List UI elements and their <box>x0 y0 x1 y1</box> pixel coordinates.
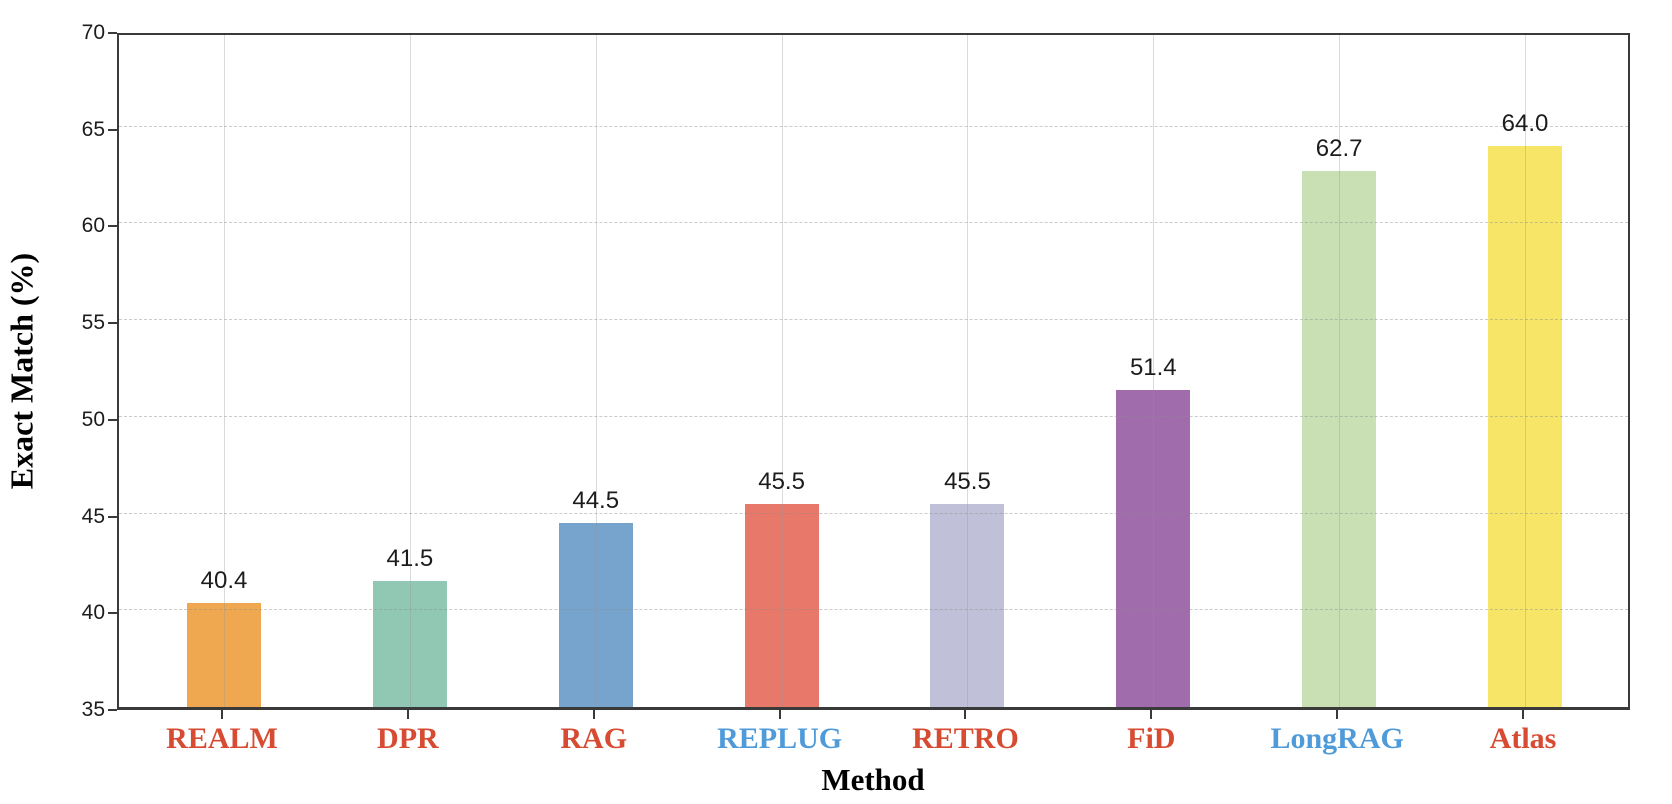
x-category-label-REALM: REALM <box>166 722 278 755</box>
gridline-horizontal <box>119 512 1628 514</box>
bar-FiD <box>1116 389 1191 707</box>
bar-value-label: 44.5 <box>572 487 620 515</box>
x-tick-mark <box>221 710 223 719</box>
y-tick-mark <box>108 225 117 228</box>
gridline-horizontal <box>119 125 1628 127</box>
y-axis-title: Exact Match (%) <box>3 252 40 490</box>
gridline-vertical <box>409 35 411 707</box>
bar-value-label: 41.5 <box>386 545 434 573</box>
y-tick-label: 60 <box>81 214 105 238</box>
y-tick-mark <box>108 418 117 421</box>
bar-Atlas <box>1488 146 1563 707</box>
y-tick-mark <box>108 32 117 34</box>
y-tick-label: 65 <box>81 117 105 141</box>
x-category-label-DPR: DPR <box>377 722 439 755</box>
y-tick-label: 70 <box>81 21 105 44</box>
x-category-label-Atlas: Atlas <box>1489 722 1557 755</box>
gridline-horizontal <box>119 415 1628 417</box>
gridline-vertical <box>781 35 783 707</box>
gridline-vertical <box>224 35 225 707</box>
gridline-horizontal <box>119 319 1628 321</box>
x-tick-mark <box>964 710 967 719</box>
bar-value-label: 51.4 <box>1129 353 1177 381</box>
bar-value-label: 45.5 <box>944 467 991 495</box>
x-tick-mark <box>1522 710 1525 719</box>
y-tick-mark <box>108 322 117 325</box>
bar-REPLUG <box>744 503 819 707</box>
gridline-vertical <box>1525 35 1527 707</box>
y-tick-label: 35 <box>81 698 105 721</box>
y-tick-mark <box>108 128 117 131</box>
y-tick-mark <box>108 709 117 711</box>
x-category-label-RAG: RAG <box>560 722 628 755</box>
x-tick-mark <box>1150 710 1153 719</box>
y-tick-label: 45 <box>81 504 105 528</box>
bar-LongRAG <box>1302 171 1377 707</box>
x-tick-mark <box>406 710 409 719</box>
gridline-horizontal <box>119 609 1628 611</box>
x-tick-mark <box>1336 710 1339 719</box>
gridline-vertical <box>595 35 597 707</box>
bar-DPR <box>372 581 447 707</box>
bar-value-label: 62.7 <box>1315 135 1363 163</box>
x-category-label-LongRAG: LongRAG <box>1270 722 1404 755</box>
bar-value-label: 40.4 <box>200 566 248 594</box>
bar-RETRO <box>930 503 1005 707</box>
x-category-label-FiD: FiD <box>1127 722 1176 755</box>
bar-value-label: 45.5 <box>758 467 805 495</box>
x-category-label-REPLUG: REPLUG <box>717 722 843 755</box>
gridline-horizontal <box>119 222 1628 224</box>
x-tick-mark <box>778 710 781 719</box>
bar-RAG <box>558 523 633 707</box>
bar-REALM <box>187 602 261 707</box>
y-tick-label: 55 <box>81 311 105 335</box>
x-category-label-RETRO: RETRO <box>912 722 1019 755</box>
y-tick-label: 50 <box>81 407 105 431</box>
y-tick-mark <box>108 612 117 615</box>
bar-value-label: 64.0 <box>1501 110 1549 138</box>
plot-area: 40.4 41.5 44.5 45.5 45.5 51.4 62.7 64.0 <box>117 33 1630 710</box>
y-tick-mark <box>108 515 117 518</box>
gridline-vertical <box>1339 35 1341 707</box>
gridline-vertical <box>967 35 969 707</box>
gridline-vertical <box>1153 35 1155 707</box>
x-tick-mark <box>592 710 595 719</box>
y-tick-label: 40 <box>81 601 105 625</box>
x-axis-title: Method <box>821 762 925 797</box>
